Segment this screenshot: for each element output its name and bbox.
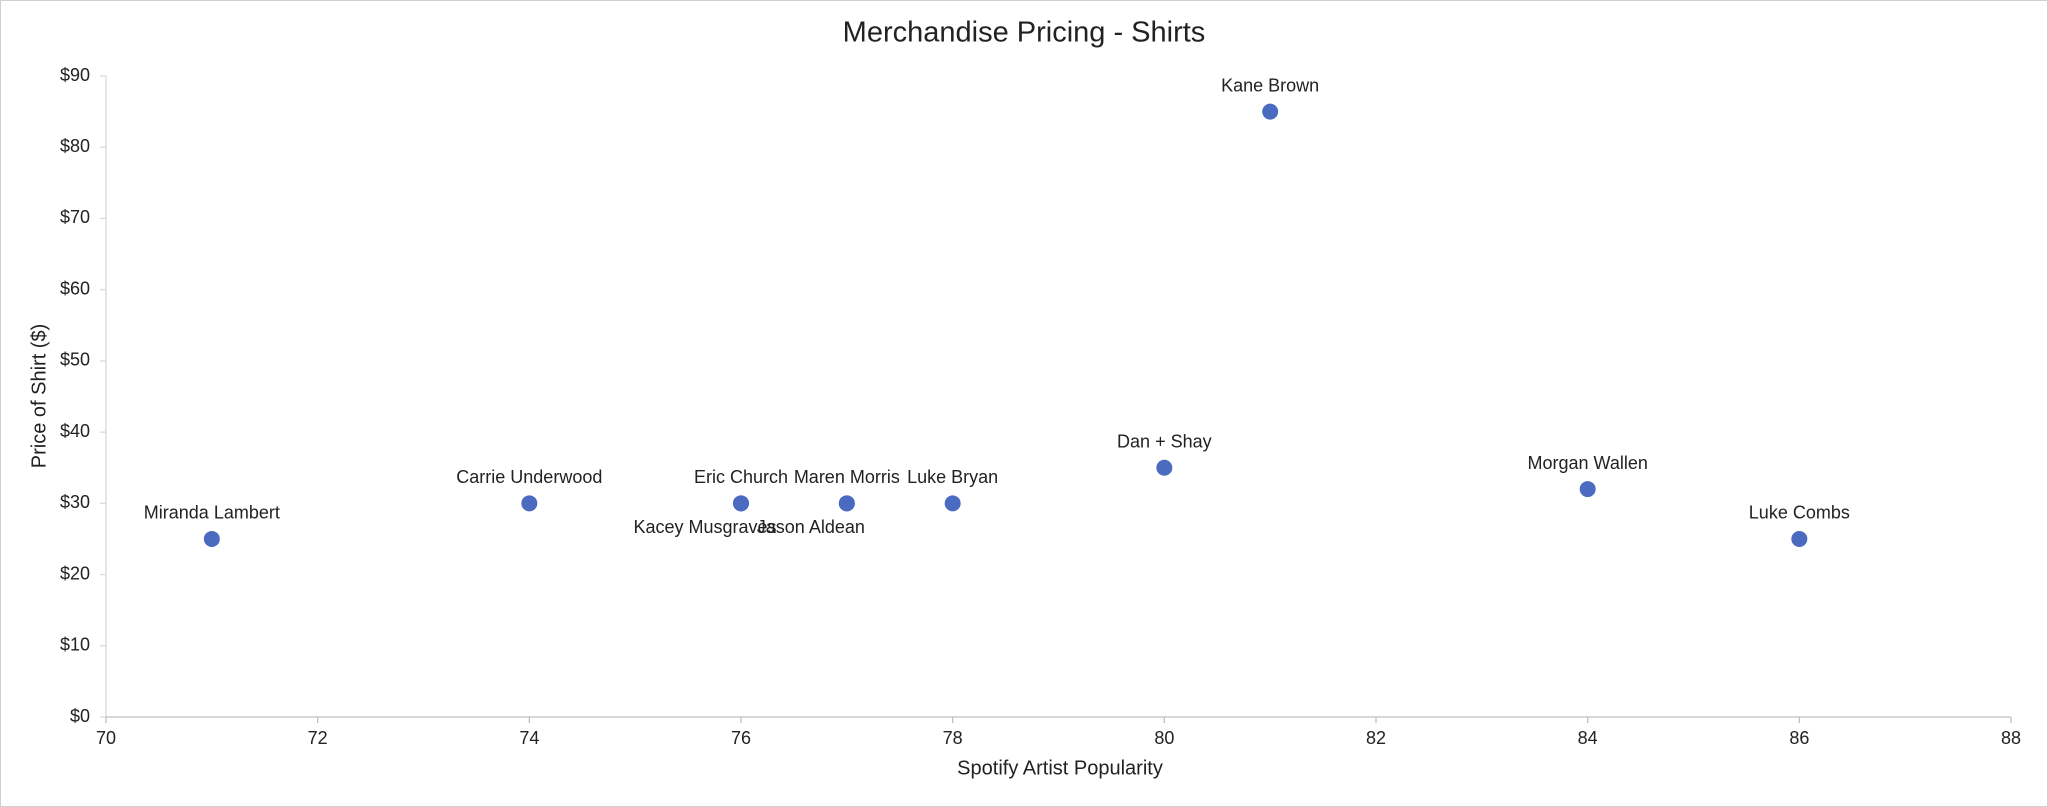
x-tick-label: 76 [731, 728, 751, 748]
x-tick-label: 86 [1789, 728, 1809, 748]
point [1156, 459, 1173, 476]
point-label: Eric Church [694, 467, 788, 487]
point [1579, 481, 1596, 498]
point-label: Luke Combs [1749, 503, 1850, 523]
point-label: Jason Aldean [757, 517, 865, 537]
point [1262, 103, 1279, 120]
y-tick-label: $20 [60, 563, 90, 583]
x-tick-label: 70 [96, 728, 116, 748]
point [944, 495, 961, 512]
x-tick-label: 80 [1154, 728, 1174, 748]
point-label: Morgan Wallen [1527, 453, 1647, 473]
x-tick-label: 84 [1578, 728, 1598, 748]
point-label: Dan + Shay [1117, 431, 1212, 451]
y-tick-label: $0 [70, 706, 90, 726]
chart-title: Merchandise Pricing - Shirts [843, 17, 1206, 49]
y-tick-label: $90 [60, 65, 90, 85]
point-label: Luke Bryan [907, 467, 998, 487]
point-label: Maren Morris [794, 467, 900, 487]
y-tick-label: $40 [60, 421, 90, 441]
y-tick-label: $60 [60, 278, 90, 298]
y-tick-label: $70 [60, 207, 90, 227]
point-label: Kane Brown [1221, 75, 1319, 95]
x-tick-label: 88 [2001, 728, 2021, 748]
point [203, 530, 220, 547]
y-tick-label: $10 [60, 635, 90, 655]
point-label: Carrie Underwood [456, 467, 602, 487]
x-tick-label: 82 [1366, 728, 1386, 748]
x-axis-title: Spotify Artist Popularity [957, 757, 1163, 779]
y-tick-label: $30 [60, 492, 90, 512]
point [1791, 530, 1808, 547]
point [521, 495, 538, 512]
point [838, 495, 855, 512]
y-tick-label: $80 [60, 136, 90, 156]
x-tick-label: 78 [943, 728, 963, 748]
point [733, 495, 749, 512]
y-axis-title: Price of Shirt ($) [28, 324, 50, 468]
y-tick-label: $50 [60, 350, 90, 370]
point-label: Miranda Lambert [144, 503, 280, 523]
point-label: Kacey Musgraves [633, 517, 776, 537]
x-tick-label: 72 [308, 728, 328, 748]
x-tick-label: 74 [519, 728, 539, 748]
